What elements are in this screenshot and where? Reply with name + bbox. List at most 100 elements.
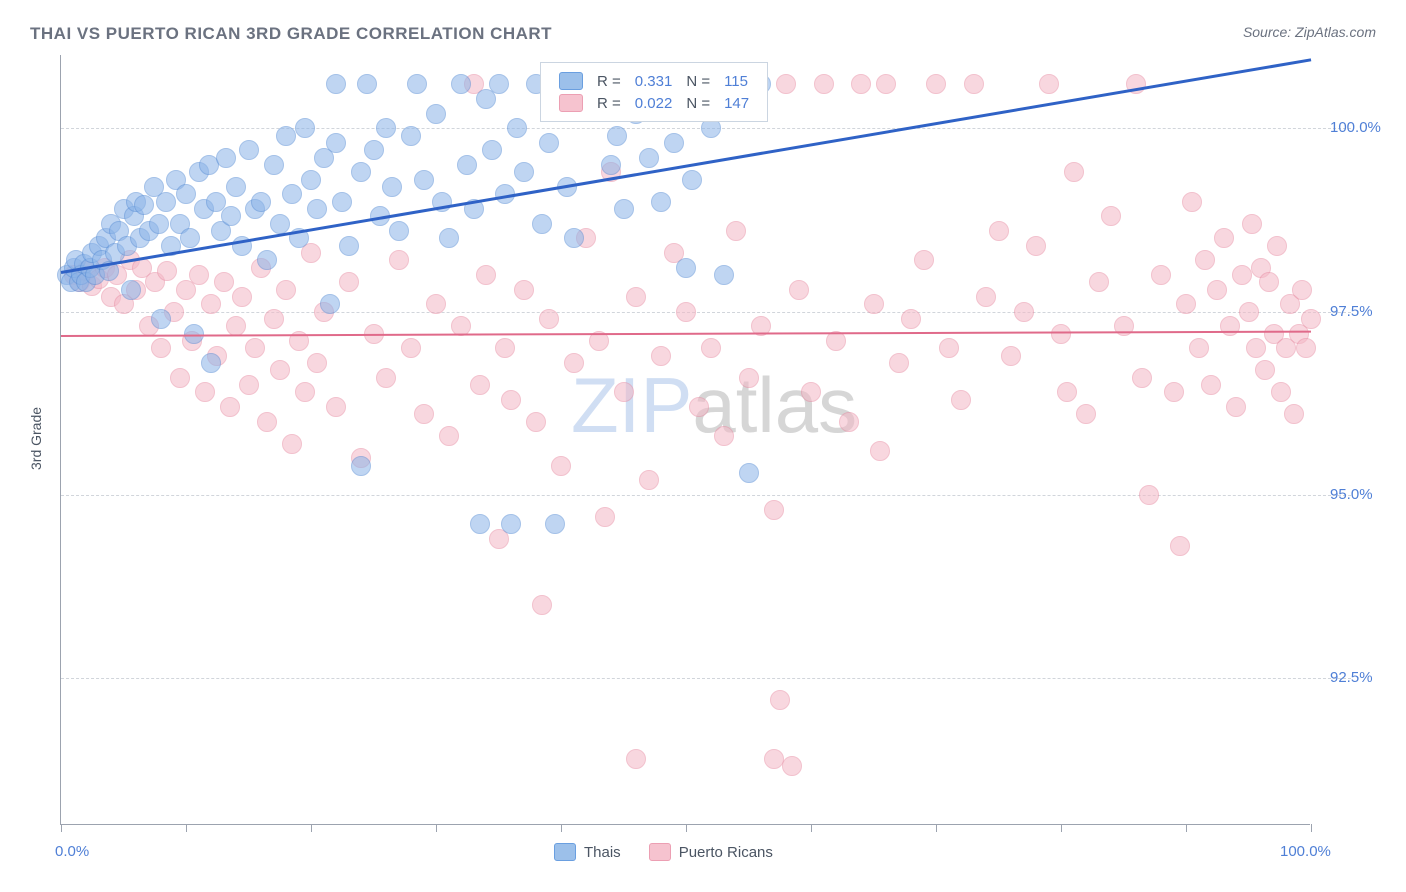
data-point [489, 74, 509, 94]
data-point [551, 456, 571, 476]
data-point [1226, 397, 1246, 417]
data-point [151, 309, 171, 329]
data-point [782, 756, 802, 776]
y-tick-label: 95.0% [1330, 486, 1373, 503]
data-point [764, 500, 784, 520]
data-point [876, 74, 896, 94]
data-point [1170, 536, 1190, 556]
data-point [1132, 368, 1152, 388]
data-point [401, 338, 421, 358]
data-point [639, 470, 659, 490]
data-point [382, 177, 402, 197]
data-point [776, 74, 796, 94]
legend-label: Thais [584, 844, 621, 861]
data-point [282, 184, 302, 204]
data-point [1207, 280, 1227, 300]
data-point [339, 272, 359, 292]
data-point [626, 749, 646, 769]
data-point [357, 74, 377, 94]
y-tick-label: 100.0% [1330, 119, 1381, 136]
data-point [121, 280, 141, 300]
data-point [614, 382, 634, 402]
data-point [482, 140, 502, 160]
x-tick [311, 824, 312, 832]
data-point [389, 250, 409, 270]
data-point [1014, 302, 1034, 322]
data-point [134, 195, 154, 215]
data-point [257, 412, 277, 432]
data-point [257, 250, 277, 270]
data-point [1195, 250, 1215, 270]
stat-r-label: R = [591, 93, 627, 113]
data-point [426, 104, 446, 124]
data-point [545, 514, 565, 534]
stats-row: R =0.022N =147 [553, 93, 755, 113]
data-point [532, 214, 552, 234]
bottom-legend: Thais Puerto Ricans [540, 843, 787, 865]
data-point [221, 206, 241, 226]
data-point [564, 353, 584, 373]
data-point [564, 228, 584, 248]
data-point [457, 155, 477, 175]
data-point [926, 74, 946, 94]
data-point [701, 338, 721, 358]
x-tick [561, 824, 562, 832]
data-point [689, 397, 709, 417]
data-point [1057, 382, 1077, 402]
data-point [376, 118, 396, 138]
data-point [1076, 404, 1096, 424]
watermark-prefix: ZIP [571, 361, 692, 449]
data-point [195, 382, 215, 402]
data-point [351, 162, 371, 182]
data-point [332, 192, 352, 212]
stats-legend: R =0.331N =115R =0.022N =147 [540, 62, 768, 122]
data-point [276, 280, 296, 300]
data-point [282, 434, 302, 454]
data-point [951, 390, 971, 410]
y-axis-label: 3rd Grade [28, 407, 44, 470]
stat-r-value: 0.022 [629, 93, 679, 113]
data-point [1114, 316, 1134, 336]
data-point [1001, 346, 1021, 366]
data-point [989, 221, 1009, 241]
data-point [239, 140, 259, 160]
data-point [239, 375, 259, 395]
data-point [226, 316, 246, 336]
x-tick [1061, 824, 1062, 832]
data-point [676, 258, 696, 278]
data-point [1139, 485, 1159, 505]
data-point [1267, 236, 1287, 256]
legend-label: Puerto Ricans [679, 844, 773, 861]
legend-swatch [649, 843, 671, 861]
data-point [514, 280, 534, 300]
data-point [901, 309, 921, 329]
correlation-chart: THAI VS PUERTO RICAN 3RD GRADE CORRELATI… [0, 0, 1406, 892]
data-point [1151, 265, 1171, 285]
data-point [156, 192, 176, 212]
data-point [170, 368, 190, 388]
x-tick [686, 824, 687, 832]
data-point [539, 133, 559, 153]
legend-swatch [554, 843, 576, 861]
data-point [889, 353, 909, 373]
data-point [851, 74, 871, 94]
data-point [401, 126, 421, 146]
data-point [764, 749, 784, 769]
data-point [1301, 309, 1321, 329]
data-point [376, 368, 396, 388]
data-point [1101, 206, 1121, 226]
data-point [439, 228, 459, 248]
data-point [320, 294, 340, 314]
data-point [251, 192, 271, 212]
data-point [1271, 382, 1291, 402]
data-point [1232, 265, 1252, 285]
data-point [389, 221, 409, 241]
data-point [1220, 316, 1240, 336]
data-point [1064, 162, 1084, 182]
data-point [532, 595, 552, 615]
data-point [739, 463, 759, 483]
chart-source: Source: ZipAtlas.com [1243, 24, 1376, 40]
data-point [270, 360, 290, 380]
x-tick [936, 824, 937, 832]
data-point [180, 228, 200, 248]
